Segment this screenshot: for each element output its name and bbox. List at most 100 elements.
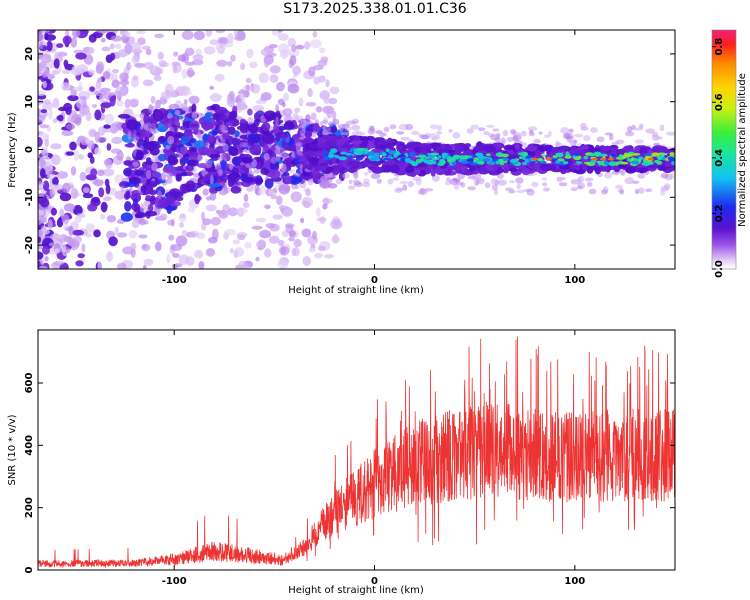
spectrogram-blob-464	[101, 46, 111, 52]
spectrogram-blob-1412	[310, 112, 317, 121]
spectrogram-blob-1695	[139, 202, 145, 213]
spectrogram-blob-2065	[634, 188, 640, 195]
spectrogram-blob-3147	[616, 156, 625, 160]
spectrogram-blob-1739	[558, 182, 568, 187]
spectrogram-blob-1852	[604, 171, 613, 179]
spectrogram-blob-3185	[522, 161, 527, 166]
spectrogram-blob-874	[66, 236, 73, 246]
spectrogram-blob-2957	[508, 167, 518, 172]
spectrogram-blob-1604	[221, 160, 227, 171]
spectrogram-blob-1874	[645, 188, 653, 193]
spectrogram-blob-2836	[537, 147, 547, 151]
spectrogram-blob-1447	[328, 122, 334, 127]
spectrogram-blob-689	[188, 230, 200, 238]
spectrogram-blob-881	[115, 86, 128, 97]
spectrogram-blob-1948	[348, 179, 353, 184]
spectrogram-blob-1698	[134, 169, 144, 176]
spectrogram-blob-2048	[533, 139, 541, 144]
spectrogram-blob-593	[76, 99, 84, 109]
spectrogram-blob-791	[38, 251, 44, 260]
spectrogram-blob-834	[40, 168, 46, 179]
spectrogram-blob-879	[38, 193, 45, 198]
spectrogram-blob-3222	[463, 155, 470, 160]
spectrogram-blob-740	[104, 113, 115, 124]
spectrogram-blob-707	[193, 30, 205, 41]
spectrogram-blob-794	[66, 184, 75, 190]
spectrogram-blob-146	[129, 36, 136, 45]
spectrogram-blob-3128	[667, 156, 675, 161]
spectrogram-blob-1690	[221, 125, 228, 134]
spectrogram-blob-2022	[399, 180, 409, 185]
spectrogram-blob-1570	[296, 177, 303, 183]
spectrogram-blob-288	[307, 87, 313, 98]
spectrogram-blob-655	[242, 202, 250, 209]
spectrogram-blob-21	[308, 247, 316, 253]
spectrogram-blob-465	[130, 42, 142, 53]
spectrogram-blob-687	[142, 79, 154, 87]
spectrogram-blob-724	[323, 96, 331, 104]
spectrogram-blob-2429	[464, 143, 471, 148]
spectrogram-blob-2057	[345, 120, 356, 125]
spectrogram-blob-1373	[260, 167, 270, 175]
spectrogram-blob-595	[154, 67, 164, 75]
spectrogram-blob-1770	[389, 124, 397, 130]
spectrogram-blob-622	[65, 151, 75, 156]
spectrogram-blob-417	[69, 117, 76, 122]
snr-ytick-label-0: 0	[24, 566, 35, 573]
spectrogram-blob-1442	[235, 138, 242, 145]
spectrogram-blob-148	[114, 43, 122, 49]
spectrogram-blob-632	[179, 222, 184, 228]
spectrogram-blob-841	[174, 263, 183, 268]
spectrogram-blob-3268	[648, 157, 654, 161]
spectrogram-blob-241	[106, 143, 112, 151]
spectrogram-blob-1398	[230, 186, 242, 194]
spectrogram-blob-885	[100, 214, 106, 220]
spectrogram-blob-1889	[666, 131, 675, 136]
spectrogram-blob-3257	[509, 158, 518, 163]
spectrogram-blob-848	[40, 198, 50, 208]
spectrogram-blob-3	[138, 234, 148, 239]
spectrogram-blob-780	[119, 72, 129, 82]
spectrogram-blob-1977	[574, 133, 584, 138]
spectrogram-blob-1904	[394, 187, 403, 193]
spectrogram-blob-615	[315, 207, 321, 218]
spectrogram-blob-1588	[202, 133, 209, 141]
spectrogram-blob-2009	[322, 119, 328, 125]
spectrogram-blob-896	[72, 236, 82, 244]
spectrogram-blob-768	[72, 229, 84, 236]
spectrogram-blob-1502	[190, 123, 199, 128]
spectrogram-blob-3224	[441, 152, 448, 157]
spectrogram-blob-272	[298, 97, 304, 107]
spectrogram-blob-499	[155, 99, 162, 109]
spectrogram-blob-548	[143, 61, 154, 70]
spectrogram-blob-92	[173, 51, 179, 57]
spectrogram-blob-207	[106, 251, 113, 262]
spectrogram-blob-517	[75, 52, 87, 60]
spectrogram-blob-815	[208, 236, 218, 244]
spectrogram-blob-1917	[494, 136, 501, 143]
spectrogram-blob-1923	[502, 129, 509, 137]
spectrogram-blob-300	[81, 243, 86, 253]
spectrogram-blob-90	[245, 77, 252, 84]
spectrogram-blob-2748	[429, 142, 441, 148]
spectrogram-blob-899	[38, 32, 45, 43]
spectrogram-blob-3000	[666, 167, 674, 172]
spectrogram-blob-3253	[573, 152, 581, 156]
spectrogram-blob-1987	[580, 122, 587, 129]
spectrogram-blob-3183	[446, 155, 453, 160]
spectrogram-blob-2023	[568, 128, 574, 133]
spectrogram-blob-3259	[467, 158, 474, 162]
snr-ylabel: SNR (10 * v/v)	[7, 414, 18, 485]
spectrogram-blob-1516	[247, 123, 259, 134]
spectrogram-blob-728	[39, 216, 47, 224]
spectrogram-blob-3260	[590, 159, 597, 164]
spectrogram-blob-581	[308, 66, 316, 77]
spectrogram-blob-228	[255, 256, 260, 262]
colorbar-tick-label-3: 0.6	[714, 93, 725, 111]
spectrogram-blob-1780	[604, 132, 613, 136]
spectrogram-blob-2999	[601, 146, 610, 152]
spectrogram-blob-753	[73, 149, 80, 161]
spectrogram-blob-522	[103, 124, 111, 129]
spectrogram-blob-810	[186, 90, 192, 95]
spectrogram-blob-365	[291, 247, 297, 257]
